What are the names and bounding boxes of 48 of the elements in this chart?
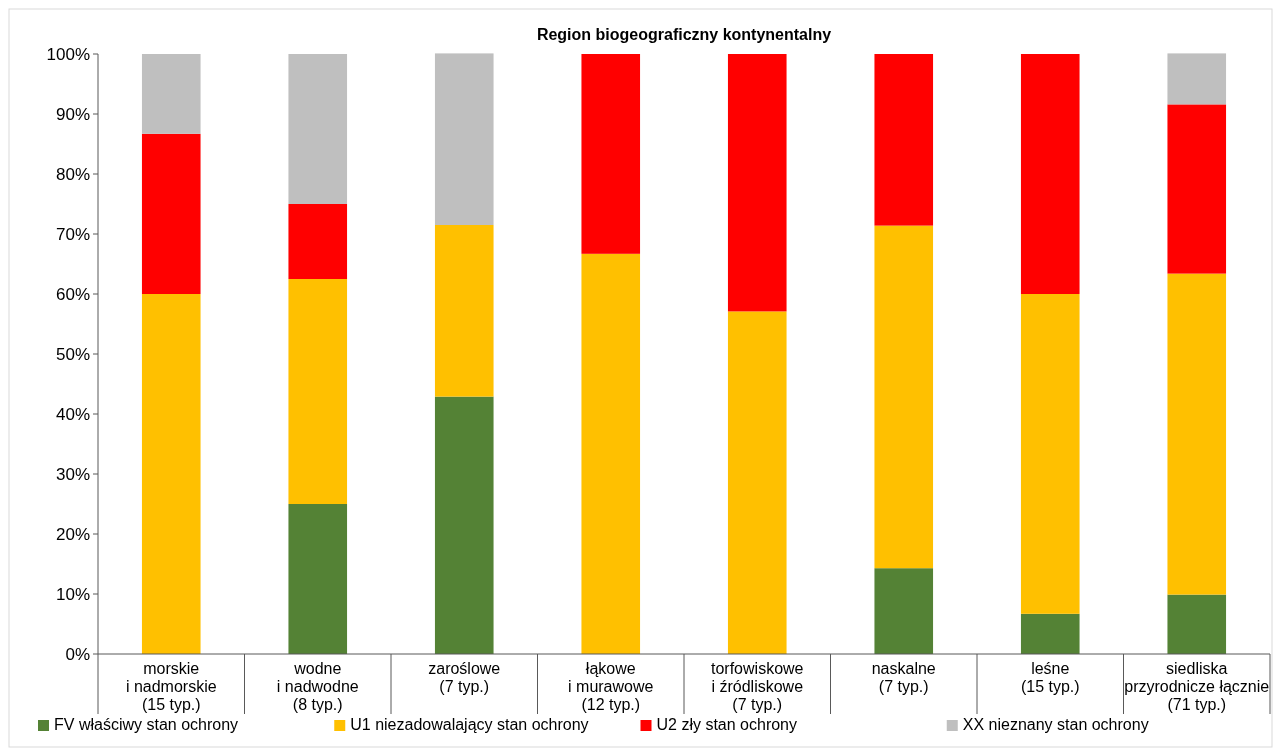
x-tick-label: leśne (15 typ.) xyxy=(1020,660,1080,695)
legend-label: U1 niezadowalający stan ochrony xyxy=(350,716,589,733)
y-tick-label: 90% xyxy=(55,104,90,124)
x-tick-label: zaroślowe (7 typ.) xyxy=(428,660,501,695)
y-tick-label: 100% xyxy=(46,44,90,64)
x-tick-label: naskalne (7 typ.) xyxy=(871,660,936,695)
bar xyxy=(1020,54,1080,294)
bar xyxy=(581,253,641,654)
y-tick-label: 0% xyxy=(65,644,90,664)
bar xyxy=(1167,53,1227,105)
x-tick-label: morskie i nadmorskie (15 typ.) xyxy=(125,660,217,713)
y-tick-label: 80% xyxy=(55,164,90,184)
bar xyxy=(1167,104,1227,274)
bar xyxy=(434,53,494,225)
legend-label: XX nieznany stan ochrony xyxy=(962,716,1149,733)
bar xyxy=(581,54,641,254)
bar xyxy=(288,504,348,654)
bar xyxy=(1167,273,1227,595)
bar xyxy=(434,225,494,397)
bar xyxy=(874,225,934,569)
y-tick-label: 10% xyxy=(55,584,90,604)
y-tick-label: 60% xyxy=(55,284,90,304)
bar xyxy=(1167,594,1227,654)
bar xyxy=(434,396,494,654)
x-tick-label: wodne i nadwodne (8 typ.) xyxy=(276,660,359,713)
bar xyxy=(1020,294,1080,614)
y-tick-label: 20% xyxy=(55,524,90,544)
bar xyxy=(288,279,348,504)
y-tick-label: 50% xyxy=(55,344,90,364)
bar xyxy=(141,294,201,654)
x-tick-label: siedliska przyrodnicze łącznie (71 typ.) xyxy=(1124,660,1270,713)
y-tick-label: 30% xyxy=(55,464,90,484)
bar xyxy=(1020,613,1080,654)
bar xyxy=(874,54,934,226)
legend-label: U2 zły stan ochrony xyxy=(656,716,798,733)
legend-label: FV właściwy stan ochrony xyxy=(54,716,239,733)
bar xyxy=(874,568,934,654)
chart-title: Region biogeograficzny kontynentalny xyxy=(536,26,832,43)
bar xyxy=(288,204,348,279)
bar xyxy=(727,54,787,312)
y-tick-label: 70% xyxy=(55,224,90,244)
bar xyxy=(141,133,201,294)
x-tick-label: torfowiskowe i źródliskowe (7 typ.) xyxy=(711,660,804,713)
bar xyxy=(288,54,348,204)
y-tick-label: 40% xyxy=(55,404,90,424)
bar xyxy=(141,54,201,134)
x-tick-label: łąkowe i murawowe (12 typ.) xyxy=(568,660,654,713)
bar xyxy=(727,311,787,654)
